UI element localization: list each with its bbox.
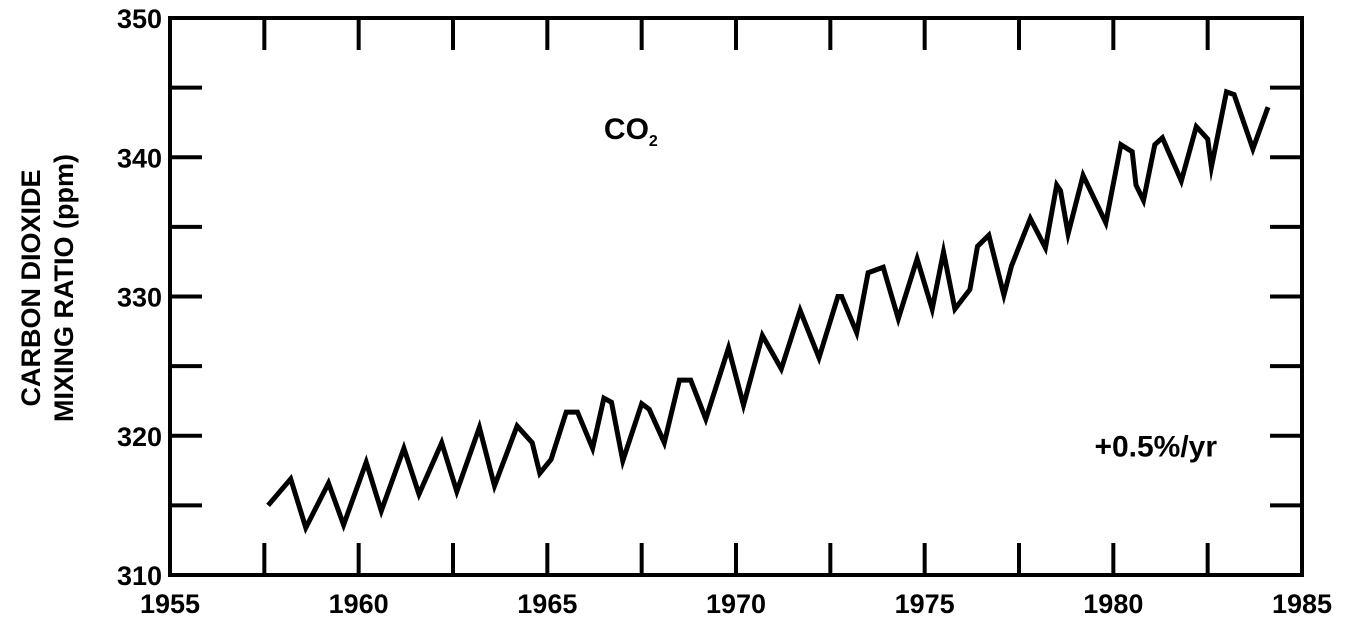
axis-tick-labels: 1955 1960 1965 1970 1975 1980 1985 310 320 330 340…: [117, 4, 1332, 619]
y-axis-title: CARBON DIOXIDE MIXING RATIO (ppm): [16, 154, 79, 422]
axis-ticks: [170, 18, 1302, 575]
y-tick-label: 330: [117, 283, 162, 313]
x-tick-label: 1965: [517, 589, 577, 619]
y-tick-label: 310: [117, 561, 162, 591]
y-tick-label: 320: [117, 422, 162, 452]
co2-annotation-text: CO: [604, 113, 649, 146]
co2-annotation: CO2: [604, 113, 658, 150]
x-tick-label: 1980: [1083, 589, 1143, 619]
x-tick-label: 1955: [140, 589, 200, 619]
plot-frame: [168, 16, 1304, 577]
x-tick-label: 1975: [895, 589, 955, 619]
co2-series-line: [266, 88, 1271, 535]
growth-rate-annotation: +0.5%/yr: [1094, 431, 1217, 464]
y-axis-title-line-1: CARBON DIOXIDE: [16, 169, 46, 406]
y-tick-label: 350: [117, 4, 162, 34]
y-axis-title-line-2: MIXING RATIO (ppm): [49, 154, 79, 422]
co2-annotation-subscript: 2: [649, 133, 658, 150]
x-tick-label: 1960: [329, 589, 389, 619]
y-tick-label: 340: [117, 143, 162, 173]
x-tick-label: 1985: [1272, 589, 1332, 619]
x-tick-label: 1970: [706, 589, 766, 619]
